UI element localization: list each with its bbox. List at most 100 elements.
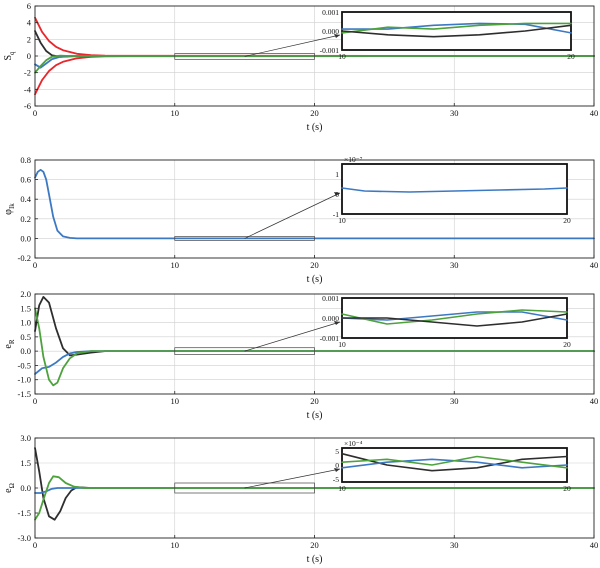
zoom-arrowhead [334, 468, 340, 472]
inset-series-line [341, 455, 568, 469]
inset-x-tick-label: 10 [338, 340, 346, 349]
inset-2: 10-110 20×10⁻⁷ [333, 155, 571, 225]
inset-frame [341, 447, 568, 483]
y-tick-label: 0.2 [20, 214, 31, 224]
y-tick-label: 0.8 [20, 155, 31, 165]
inset-y-tick-label: 1 [335, 170, 339, 179]
y-tick-label: 2 [27, 34, 31, 44]
y-tick-label: -1.5 [18, 389, 31, 399]
x-tick-label: 20 [310, 108, 319, 118]
inset-y-tick-label: 0 [335, 461, 339, 470]
inset-series-line [341, 22, 572, 34]
x-axis-label: t (s) [307, 410, 323, 421]
x-tick-label: 20 [310, 260, 319, 270]
inset-4: 5 0 -510 20 ×10⁻⁴ [333, 439, 571, 493]
inset-y-tick-label: 0.000 [322, 314, 339, 323]
panel-2: 0 10 20 30 400.80.60.40.20.0-0.2t (s)φIk10-1… [3, 155, 598, 285]
x-tick-label: 30 [450, 260, 459, 270]
y-tick-label: 0.0 [20, 233, 31, 243]
y-tick-label: -6 [24, 101, 31, 111]
x-tick-label: 40 [590, 108, 599, 118]
y-tick-label: -3.0 [18, 533, 31, 543]
inset-x-tick-label: 20 [567, 52, 575, 61]
y-tick-label: 4 [27, 18, 32, 28]
y-tick-label: -4 [24, 84, 32, 94]
y-tick-label: -1.5 [18, 508, 31, 518]
inset-series-line [341, 24, 572, 38]
y-tick-label: 3.0 [20, 433, 31, 443]
y-axis-subscript: Ik [8, 203, 16, 209]
inset-series-line [341, 311, 568, 321]
inset-y-exponent: ×10⁻⁴ [344, 439, 363, 448]
inset-x-tick-label: 10 [338, 52, 346, 61]
y-tick-label: -1.0 [18, 375, 31, 385]
x-tick-label: 40 [590, 540, 599, 550]
zoom-region-box [174, 347, 315, 355]
series-line [34, 296, 595, 357]
x-tick-label: 10 [171, 540, 180, 550]
zoom-arrow [244, 468, 341, 489]
inset-y-tick-label: 5 [335, 447, 339, 456]
inset-y-tick-label: -1 [333, 210, 339, 219]
y-axis-label: eΩ [3, 483, 16, 493]
inset-series-line [341, 187, 568, 193]
y-tick-label: 0.0 [20, 483, 31, 493]
x-tick-label: 20 [310, 396, 319, 406]
y-axis-symbol: φ [3, 209, 14, 215]
x-tick-label: 20 [310, 540, 319, 550]
inset-x-tick-label: 20 [563, 340, 571, 349]
zoom-arrow [244, 34, 341, 57]
zoom-region-box [174, 482, 315, 494]
inset-y-tick-label: -0.001 [320, 46, 340, 55]
zoom-region-box [174, 53, 315, 60]
y-axis-subscript: R [8, 339, 16, 344]
inset-series-line [341, 309, 568, 325]
y-axis-symbol: S [3, 55, 14, 61]
x-tick-label: 0 [33, 260, 37, 270]
x-tick-label: 0 [33, 108, 37, 118]
inset-x-tick-label: 20 [563, 216, 571, 225]
y-tick-label: -0.2 [18, 253, 31, 263]
zoom-arrow [244, 192, 341, 239]
inset-x-tick-label: 10 [338, 216, 346, 225]
series-line [34, 307, 595, 387]
x-tick-label: 30 [450, 540, 459, 550]
inset-y-tick-label: 0.000 [322, 27, 339, 36]
y-axis-symbol: e [3, 344, 14, 349]
zoom-arrowhead [334, 34, 340, 38]
x-tick-label: 10 [171, 108, 180, 118]
y-tick-label: 1.5 [20, 458, 31, 468]
zoom-arrow [244, 321, 341, 352]
inset-series-line [341, 313, 568, 327]
series-line [34, 475, 595, 521]
zoom-region-box [174, 236, 315, 241]
y-axis-subscript: q [8, 51, 16, 55]
y-tick-label: 2.0 [20, 289, 31, 299]
y-axis-label: φIk [3, 203, 16, 215]
x-axis-label: t (s) [307, 554, 323, 565]
x-tick-label: 40 [590, 260, 599, 270]
y-tick-label: 1.0 [20, 318, 31, 328]
y-tick-label: 0.4 [20, 194, 31, 204]
y-axis-label: Sq [3, 51, 16, 61]
y-tick-label: 0.6 [20, 175, 31, 185]
panel-3: 0 10 20 30 40 2.0 1.5 1.0 0.5 0.0 -0.5 -1.0 -1.5 t (s… [3, 289, 598, 421]
x-tick-label: 10 [171, 260, 180, 270]
series-line [34, 54, 595, 74]
series-line [34, 168, 595, 240]
zoom-arrowhead [334, 321, 340, 325]
y-axis-symbol: e [3, 488, 14, 493]
inset-y-tick-label: 0.001 [322, 294, 339, 303]
inset-x-tick-label: 10 [338, 484, 346, 493]
x-axis-label: t (s) [307, 122, 323, 133]
x-tick-label: 40 [590, 396, 599, 406]
y-tick-label: 0.0 [20, 346, 31, 356]
x-tick-label: 0 [33, 396, 37, 406]
y-axis-label: eR [3, 339, 16, 348]
x-tick-label: 30 [450, 396, 459, 406]
